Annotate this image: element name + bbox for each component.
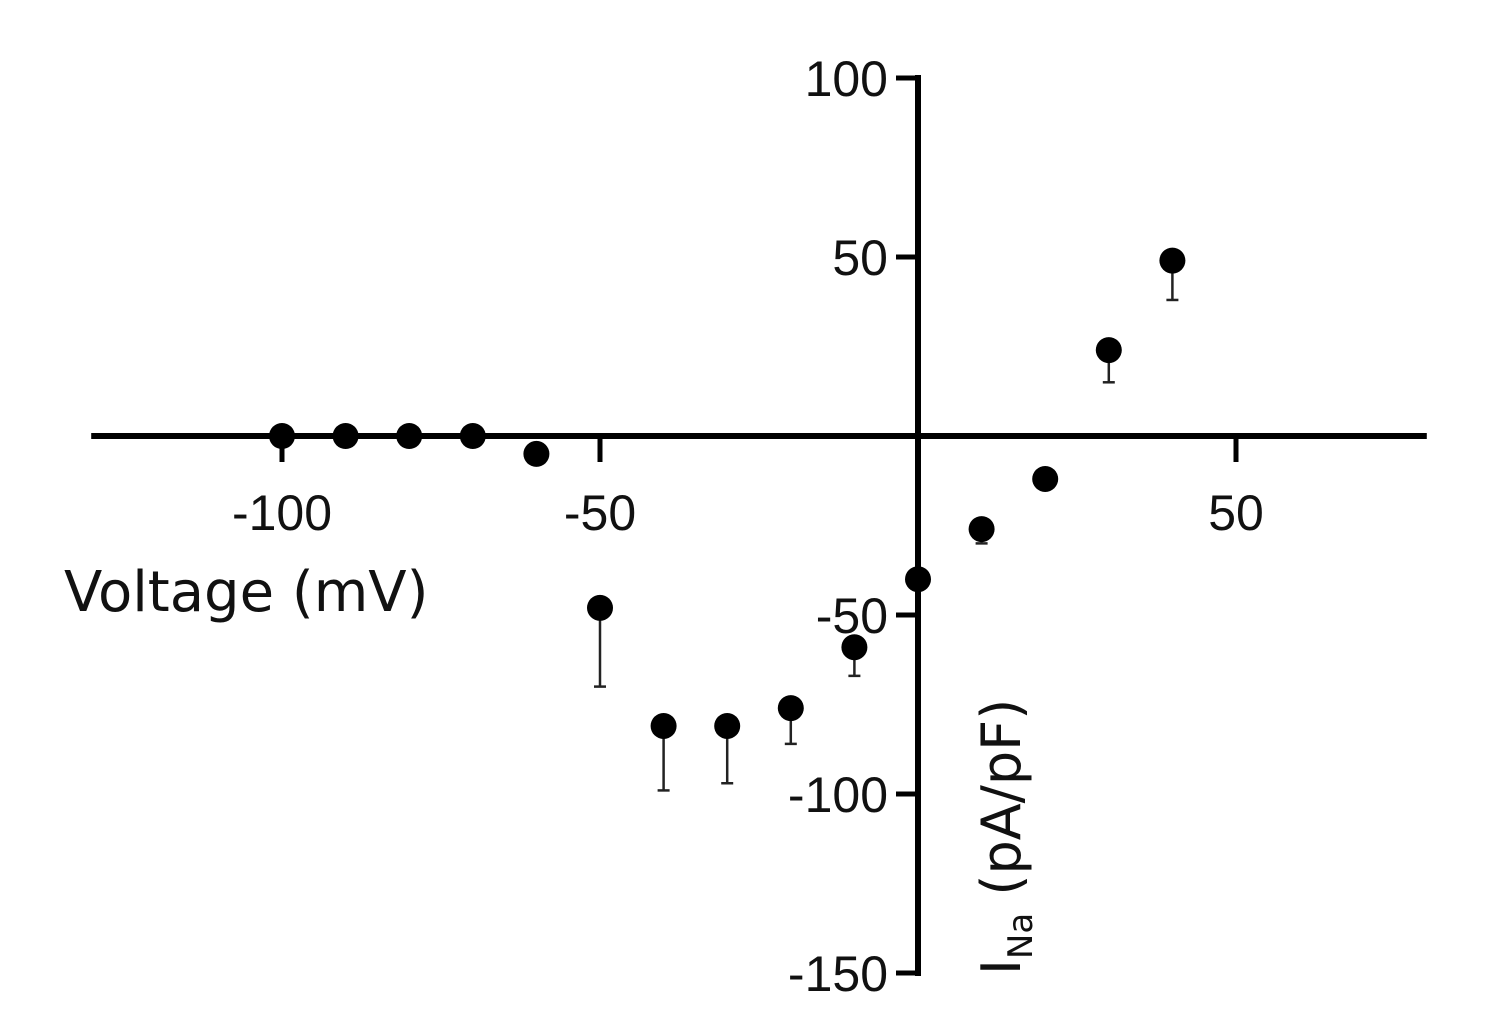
x-tick-label: -100 (232, 485, 332, 541)
data-point (269, 423, 295, 449)
y-tick-label: -150 (788, 946, 888, 1002)
y-tick-label: 100 (805, 51, 888, 107)
y-axis-title-main: I (970, 959, 1033, 975)
y-tick-label: 50 (832, 230, 888, 286)
data-point (587, 594, 613, 621)
data-point (332, 423, 359, 449)
y-axis-title-unit: (pA/pF) (970, 699, 1033, 913)
y-axis-title-subscript: Na (1001, 913, 1041, 959)
y-tick-label: -100 (788, 767, 888, 823)
x-axis-title: Voltage (mV) (64, 560, 428, 625)
data-markers (269, 247, 1186, 792)
data-point (1032, 465, 1059, 492)
data-point (650, 712, 677, 739)
data-point (396, 423, 423, 449)
data-point (968, 516, 995, 543)
x-tick-label: 50 (1208, 485, 1264, 541)
data-point (459, 423, 486, 449)
data-point (1159, 247, 1186, 274)
data-point (841, 634, 868, 661)
data-point (777, 695, 804, 722)
y-axis-title: INa (pA/pF) (970, 699, 1041, 975)
data-point (1095, 337, 1122, 364)
x-tick-label: -50 (564, 485, 636, 541)
axes (91, 75, 1427, 976)
data-point (905, 566, 931, 593)
data-point (714, 712, 741, 739)
data-point (523, 440, 550, 467)
